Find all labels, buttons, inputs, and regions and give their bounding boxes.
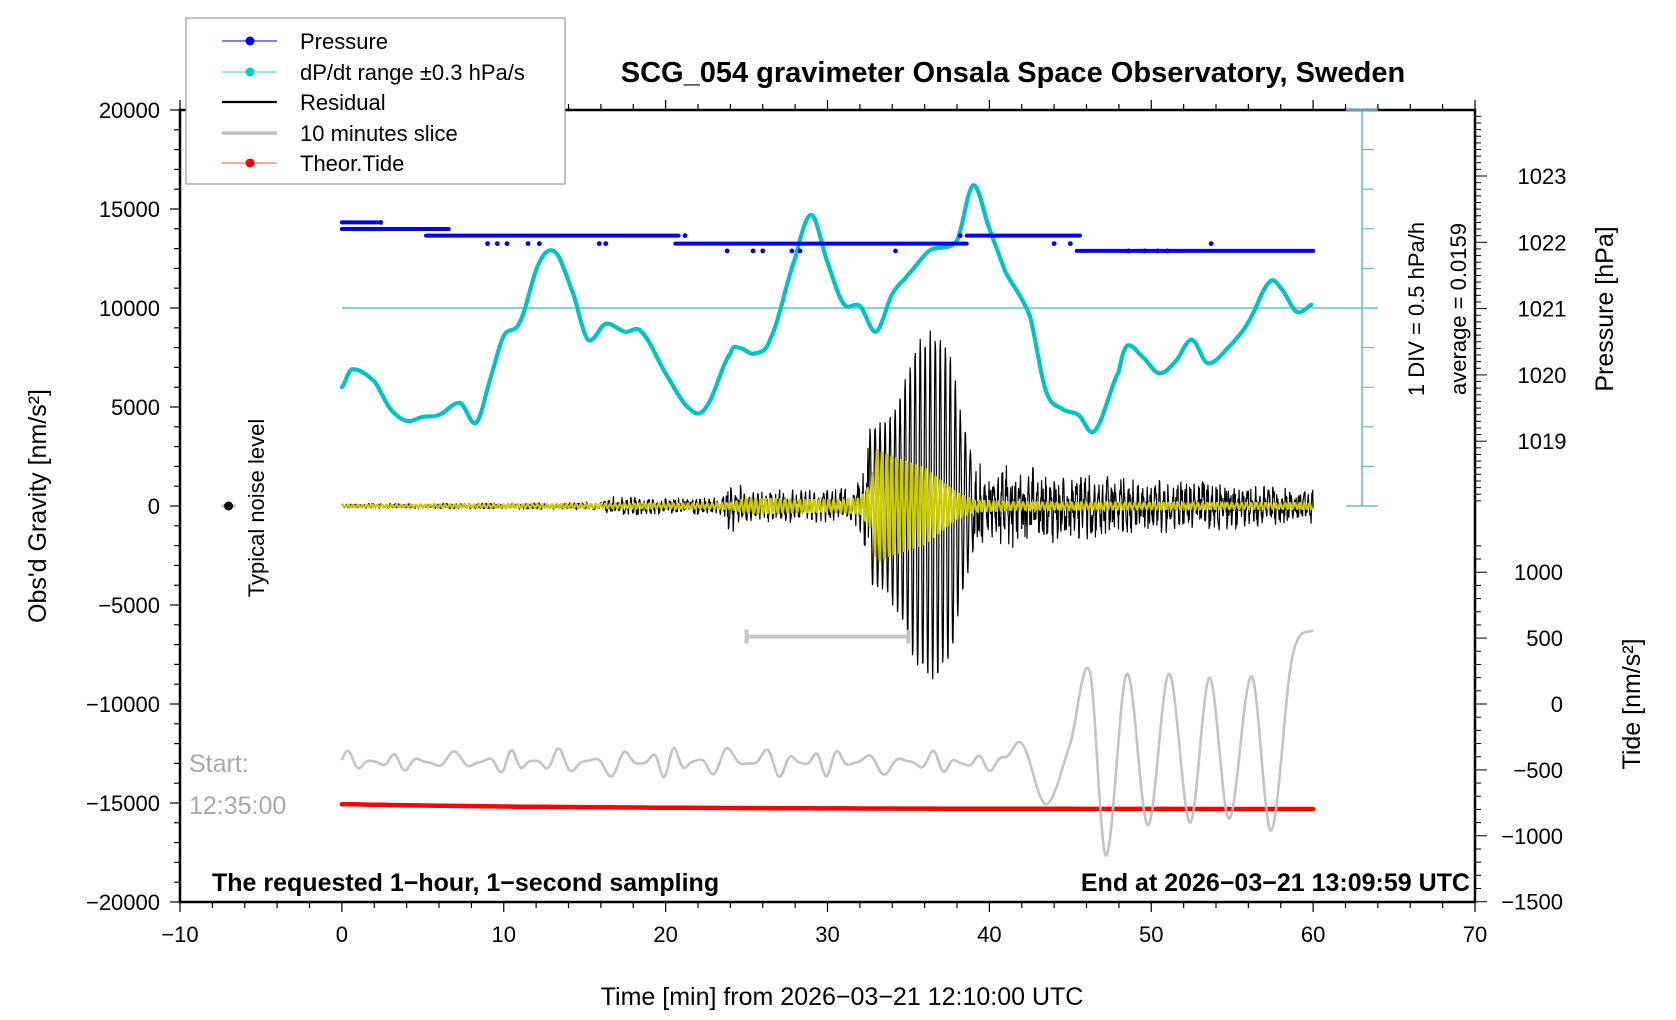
pressure-point: [682, 233, 688, 239]
legend-label: dP/dt range ±0.3 hPa/s: [300, 60, 525, 85]
x-tick-label: −10: [161, 922, 198, 947]
legend-label: Pressure: [300, 29, 388, 54]
x-tick-label: 10: [492, 922, 516, 947]
y-tick-label: 15000: [99, 197, 160, 222]
y-tick-label: −5000: [98, 593, 160, 618]
start-time: 12:35:00: [189, 792, 286, 820]
chart-title: SCG_054 gravimeter Onsala Space Observat…: [621, 57, 1405, 89]
y-tick-label: −15000: [86, 791, 160, 816]
pressure-point: [485, 241, 490, 247]
tide-tick-label: 0: [1551, 692, 1563, 717]
y-tick-label: −20000: [86, 890, 160, 915]
pressure-point: [789, 248, 795, 254]
pressure-point: [750, 248, 756, 254]
pressure-point: [596, 241, 602, 247]
y-tick-label: 20000: [99, 98, 160, 123]
pressure-point: [1126, 248, 1131, 254]
pressure-tick-labels: 1023 1022 1021 1020 1019: [1518, 164, 1567, 454]
tide-tick-label: −1500: [1501, 890, 1563, 915]
theor-tide-line: [339, 801, 1316, 812]
tide-tick-label: 500: [1526, 626, 1563, 651]
legend-entry-10-minutes-slice[interactable]: 10 minutes slice: [222, 121, 458, 146]
pressure-tick-label: 1021: [1518, 297, 1567, 322]
legend-entry-theor-tide[interactable]: Theor.Tide: [222, 151, 404, 176]
pressure-point: [893, 248, 898, 254]
pressure-tick-label: 1022: [1518, 230, 1567, 255]
x-tick-label: 0: [336, 922, 348, 947]
y-tick-label: 0: [148, 494, 160, 519]
y-tick-labels: 20000 15000 10000 5000 0 −5000 −10000 −15000 −20…: [86, 98, 160, 915]
tide-tick-label: −500: [1513, 758, 1563, 783]
noise-level-dot: [224, 501, 234, 511]
start-label: Start:: [189, 750, 249, 778]
pressure-point: [1165, 248, 1170, 254]
legend-swatch-dot: [245, 36, 255, 46]
y-axis-title-pressure: Pressure [hPa]: [1591, 226, 1619, 391]
pressure-point: [957, 233, 963, 239]
legend-swatch-dot: [245, 67, 255, 77]
x-tick-label: 20: [653, 922, 677, 947]
dpdt-scale-axis: [341, 109, 1378, 507]
pressure-point: [797, 248, 803, 254]
dpdt-line: [339, 183, 1314, 435]
series-dpdt: [339, 183, 1314, 435]
noise-level-label: Typical noise level: [244, 419, 269, 598]
sampling-note: The requested 1−hour, 1−second sampling: [212, 869, 719, 897]
tide-tick-label: 1000: [1514, 560, 1563, 585]
div-scale-label: 1 DIV = 0.5 hPa/h: [1404, 222, 1429, 396]
tide-tick-labels: 1000 500 0 −500 −1000 −1500: [1501, 560, 1563, 915]
x-tick-label: 60: [1301, 922, 1325, 947]
slice-window-marker: [744, 629, 911, 644]
legend-swatch-dot: [245, 158, 255, 168]
y-tick-label: 10000: [99, 296, 160, 321]
pressure-point: [724, 248, 730, 254]
x-axis-title: Time [min] from 2026−03−21 12:10:00 UTC: [601, 983, 1084, 1011]
ten-minutes-slice-line: [340, 629, 1314, 857]
x-tick-label: 70: [1463, 922, 1487, 947]
tide-tick-label: −1000: [1501, 824, 1563, 849]
noise-level-marker: [221, 501, 236, 511]
series-filtered-residual: [341, 448, 1314, 562]
legend-entry-dpdt[interactable]: dP/dt range ±0.3 hPa/s: [222, 60, 525, 85]
legend-entry-pressure[interactable]: Pressure: [222, 29, 388, 54]
filtered-residual-line: [341, 448, 1314, 562]
end-time-note: End at 2026−03−21 13:09:59 UTC: [1081, 869, 1470, 897]
pressure-point: [536, 241, 542, 247]
pressure-point: [1155, 248, 1161, 254]
series-10-minutes-slice: [340, 629, 1314, 857]
legend-label: Residual: [300, 90, 386, 115]
pressure-tick-label: 1019: [1518, 429, 1567, 454]
pressure-point: [525, 241, 531, 247]
legend-label: 10 minutes slice: [300, 121, 458, 146]
pressure-tick-label: 1023: [1518, 164, 1567, 189]
average-label: average = 0.0159: [1446, 223, 1471, 395]
x-tick-label: 50: [1139, 922, 1163, 947]
y-tick-label: 5000: [111, 395, 160, 420]
pressure-point: [1142, 248, 1148, 254]
pressure-point: [504, 241, 510, 247]
pressure-point: [1051, 241, 1057, 247]
legend-label: Theor.Tide: [300, 151, 404, 176]
series-pressure: [339, 220, 1316, 254]
pressure-point: [603, 241, 609, 247]
legend-entry-residual[interactable]: Residual: [222, 90, 386, 115]
y-axis-title-tide: Tide [nm/s²]: [1618, 638, 1646, 769]
y-tick-label: −10000: [86, 692, 160, 717]
legend: Pressure dP/dt range ±0.3 hPa/s Residual…: [185, 17, 566, 185]
x-tick-label: 30: [815, 922, 839, 947]
series-theor-tide: [339, 801, 1316, 812]
pressure-point: [494, 241, 500, 247]
x-tick-labels: −10 0 10 20 30 40 50 60 70: [161, 922, 1487, 947]
x-tick-label: 40: [977, 922, 1001, 947]
y-axis-title-left: Obs'd Gravity [nm/s²]: [24, 389, 52, 623]
pressure-point: [760, 248, 766, 254]
pressure-tick-label: 1020: [1518, 363, 1567, 388]
pressure-point: [378, 220, 384, 225]
pressure-point: [1208, 241, 1214, 247]
pressure-point: [1067, 241, 1073, 247]
